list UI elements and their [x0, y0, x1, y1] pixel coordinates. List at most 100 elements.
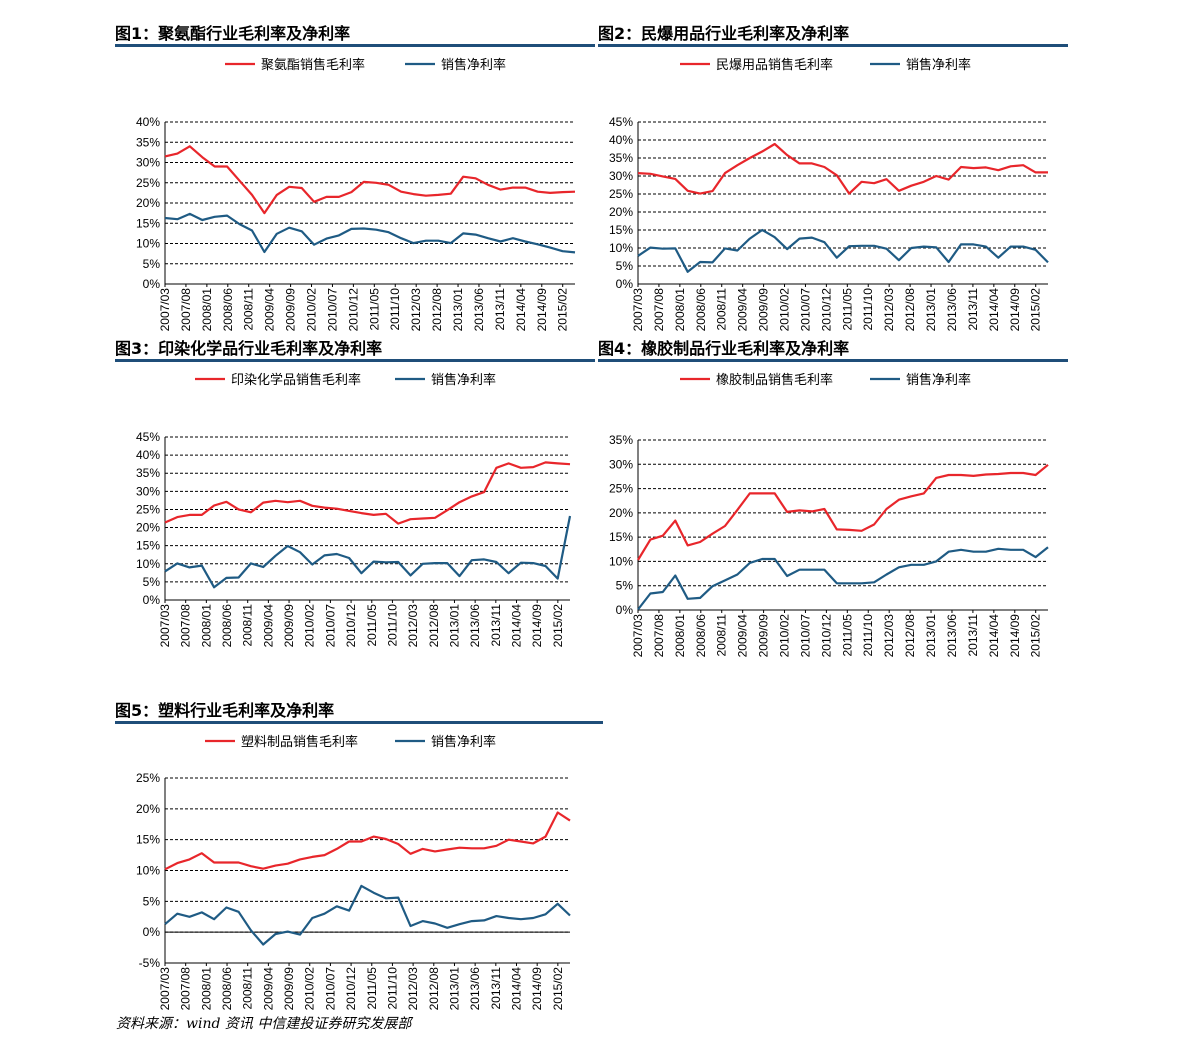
x-tick-label: 2009/09: [757, 614, 771, 658]
legend-label: 民爆用品销售毛利率: [716, 57, 833, 72]
x-tick-label: 2013/01: [447, 604, 461, 648]
x-tick-label: 2009/04: [261, 967, 275, 1011]
x-tick-label: 2009/04: [261, 604, 275, 648]
title-rule-1: [115, 44, 595, 47]
x-tick-label: 2009/09: [282, 604, 296, 648]
y-tick-label: 10%: [609, 241, 633, 255]
legend-label: 销售净利率: [906, 57, 971, 72]
x-tick-label: 2007/08: [179, 288, 193, 332]
x-tick-label: 2008/01: [199, 604, 213, 648]
x-tick-label: 2013/11: [493, 288, 507, 331]
x-tick-label: 2010/07: [798, 288, 812, 332]
x-tick-label: 2008/06: [221, 288, 235, 332]
x-tick-label: 2008/06: [220, 604, 234, 648]
x-tick-label: 2008/11: [715, 614, 729, 657]
title-rule-5: [115, 721, 603, 724]
y-tick-label: 40%: [136, 448, 160, 462]
y-tick-label: 10%: [136, 557, 160, 571]
legend-label: 销售净利率: [431, 372, 496, 387]
x-tick-label: 2008/01: [673, 288, 687, 332]
x-tick-label: 2010/02: [778, 288, 792, 332]
x-tick-label: 2011/10: [385, 967, 399, 1010]
x-tick-label: 2013/06: [945, 614, 959, 658]
x-tick-label: 2008/06: [694, 614, 708, 658]
series-line-net-margin: [164, 884, 571, 946]
x-tick-label: 2013/06: [468, 967, 482, 1011]
line-chart-5: 25% 20% 15% 10% 5% 0% -5%2007/03 2007/08 2008/01…: [136, 734, 571, 1011]
y-tick-label: 15%: [136, 833, 160, 847]
x-tick-label: 2011/10: [861, 614, 875, 657]
x-tick-label: 2012/08: [427, 967, 441, 1011]
y-tick-label: 25%: [136, 176, 160, 190]
x-tick-label: 2010/12: [344, 604, 358, 648]
y-tick-label: -5%: [139, 956, 161, 970]
x-tick-label: 2013/11: [966, 288, 980, 331]
chart-title-4: 图4：橡胶制品行业毛利率及净利率: [598, 339, 850, 358]
x-tick-label: 2015/02: [551, 604, 565, 648]
series-line-gross-margin: [164, 145, 576, 215]
x-tick-label: 2012/03: [882, 614, 896, 658]
x-tick-label: 2012/08: [903, 288, 917, 332]
y-tick-label: 0%: [143, 925, 161, 939]
y-tick-label: 30%: [609, 457, 633, 471]
x-tick-label: 2014/09: [530, 604, 544, 648]
series-line-net-margin: [637, 228, 1049, 273]
x-tick-label: 2010/07: [323, 967, 337, 1011]
x-tick-label: 2010/07: [323, 604, 337, 648]
x-tick-label: 2010/07: [325, 288, 339, 332]
x-tick-label: 2011/05: [365, 604, 379, 647]
x-tick-label: 2014/04: [514, 288, 528, 332]
x-tick-label: 2015/02: [556, 288, 570, 332]
x-tick-label: 2011/10: [385, 604, 399, 647]
y-tick-label: 15%: [609, 530, 633, 544]
y-tick-label: 5%: [616, 259, 634, 273]
x-tick-label: 2014/09: [1008, 288, 1022, 332]
chart-title-2: 图2：民爆用品行业毛利率及净利率: [598, 24, 850, 43]
x-tick-label: 2014/04: [509, 967, 523, 1011]
y-tick-label: 5%: [616, 579, 634, 593]
x-tick-label: 2010/02: [303, 604, 317, 648]
y-tick-label: 20%: [136, 196, 160, 210]
y-tick-label: 30%: [136, 484, 160, 498]
x-tick-label: 2010/12: [344, 967, 358, 1011]
x-tick-label: 2012/03: [409, 288, 423, 332]
y-tick-label: 35%: [609, 151, 633, 165]
x-tick-label: 2014/04: [987, 288, 1001, 332]
x-tick-label: 2008/11: [241, 967, 255, 1010]
chart-panel-4: 图4：橡胶制品行业毛利率及净利率 35% 30% 25% 20% 15% 10% 5% 0% 2…: [598, 335, 1068, 657]
title-rule-2: [598, 44, 1068, 47]
y-tick-label: 5%: [143, 894, 161, 908]
x-tick-label: 2010/02: [305, 288, 319, 332]
y-tick-label: 10%: [136, 864, 160, 878]
line-chart-4: 35% 30% 25% 20% 15% 10% 5% 0%2007/03 2007/08 2008…: [609, 372, 1049, 658]
y-tick-label: 15%: [136, 216, 160, 230]
series-line-gross-margin: [164, 811, 571, 871]
y-tick-label: 0%: [143, 593, 161, 607]
chart-panel-5: 图5：塑料行业毛利率及净利率 25% 20% 15% 10% 5% 0% -5% 2007/0…: [115, 697, 605, 1010]
series-line-gross-margin: [637, 142, 1048, 195]
x-tick-label: 2007/03: [158, 604, 172, 648]
y-tick-label: 20%: [136, 802, 160, 816]
y-tick-label: 20%: [136, 521, 160, 535]
x-tick-label: 2012/03: [882, 288, 896, 332]
y-tick-label: 0%: [616, 277, 634, 291]
x-tick-label: 2012/08: [430, 288, 444, 332]
legend-label: 塑料制品销售毛利率: [241, 734, 358, 749]
x-tick-label: 2013/11: [489, 967, 503, 1010]
y-tick-label: 20%: [609, 205, 633, 219]
x-tick-label: 2007/03: [631, 288, 645, 332]
series-line-gross-margin: [637, 463, 1049, 561]
chart-title-1: 图1：聚氨酯行业毛利率及净利率: [115, 24, 351, 43]
x-tick-label: 2007/08: [652, 288, 666, 332]
y-tick-label: 35%: [609, 433, 633, 447]
x-tick-label: 2008/06: [694, 288, 708, 332]
x-tick-label: 2012/08: [427, 604, 441, 648]
chart-panel-2: 图2：民爆用品行业毛利率及净利率 45% 40% 35% 30% 25% 20% 15% 10…: [598, 20, 1068, 340]
line-chart-3: 45% 40% 35% 30% 25% 20% 15% 10% 5% 0%2007/03 2007/…: [136, 372, 572, 648]
x-tick-label: 2007/08: [179, 604, 193, 648]
x-tick-label: 2010/12: [346, 288, 360, 332]
y-tick-label: 25%: [136, 771, 160, 785]
x-tick-label: 2007/03: [158, 967, 172, 1011]
y-tick-label: 35%: [136, 135, 160, 149]
x-tick-label: 2013/01: [447, 967, 461, 1011]
